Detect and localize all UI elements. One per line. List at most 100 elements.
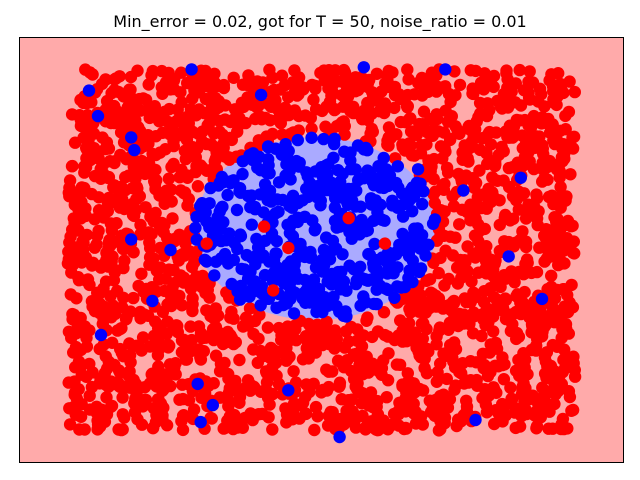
scatter-point-red: [550, 283, 564, 297]
scatter-point-red: [201, 283, 214, 297]
scatter-point-red: [163, 358, 177, 371]
scatter-point-red: [505, 85, 518, 98]
scatter-point-red: [80, 340, 94, 353]
scatter-point-blue: [249, 151, 262, 164]
scatter-point-red: [497, 269, 511, 282]
scatter-point-blue: [284, 255, 297, 268]
scatter-point-red: [396, 335, 409, 348]
scatter-point-red: [317, 64, 331, 77]
noise-point-red: [378, 237, 392, 250]
scatter-point-red: [558, 218, 571, 232]
scatter-point-red: [365, 122, 378, 136]
scatter-point-red: [88, 142, 101, 155]
scatter-point-red: [426, 299, 439, 313]
scatter-point-red: [110, 196, 124, 210]
scatter-point-red: [474, 201, 488, 215]
scatter-point-red: [275, 69, 289, 82]
scatter-point-red: [478, 285, 491, 298]
noise-point-blue: [457, 184, 470, 197]
scatter-point-blue: [231, 242, 244, 256]
scatter-point-red: [555, 331, 568, 345]
scatter-point-red: [366, 400, 379, 414]
scatter-point-red: [484, 338, 497, 351]
scatter-point-red: [120, 311, 133, 324]
scatter-point-red: [290, 334, 303, 347]
scatter-point-red: [229, 336, 242, 349]
scatter-point-red: [274, 116, 287, 130]
scatter-point-red: [299, 407, 312, 420]
scatter-point-red: [151, 348, 165, 362]
scatter-point-red: [449, 231, 462, 244]
scatter-point-red: [170, 115, 183, 128]
scatter-point-red: [386, 66, 399, 79]
scatter-point-red: [130, 193, 143, 206]
scatter-point-blue: [234, 229, 248, 243]
scatter-point-red: [261, 321, 275, 334]
scatter-point-red: [554, 201, 567, 214]
scatter-point-red: [453, 307, 466, 321]
scatter-point-red: [65, 331, 78, 345]
scatter-point-red: [266, 423, 279, 436]
scatter-point-red: [441, 166, 455, 179]
scatter-point-red: [97, 313, 110, 326]
scatter-point-red: [538, 351, 552, 364]
scatter-point-blue: [236, 167, 249, 181]
scatter-point-red: [546, 338, 559, 352]
scatter-point-red: [507, 120, 521, 133]
scatter-point-red: [344, 76, 357, 89]
scatter-point-red: [206, 81, 219, 95]
scatter-point-red: [106, 219, 119, 232]
scatter-point-red: [85, 187, 98, 201]
scatter-point-red: [131, 64, 144, 77]
scatter-point-blue: [288, 286, 301, 299]
scatter-point-red: [434, 389, 447, 403]
scatter-point-red: [91, 414, 104, 427]
scatter-point-blue: [236, 155, 249, 168]
noise-point-blue: [94, 328, 108, 342]
scatter-point-red: [410, 128, 423, 142]
scatter-point-red: [153, 146, 167, 159]
noise-point-red: [342, 211, 355, 225]
scatter-point-red: [135, 267, 148, 280]
scatter-point-red: [149, 375, 162, 388]
scatter-point-red: [280, 328, 293, 341]
noise-point-blue: [439, 63, 452, 76]
scatter-point-blue: [227, 253, 240, 267]
scatter-point-red: [194, 275, 207, 289]
scatter-point-red: [209, 103, 222, 116]
scatter-point-red: [92, 224, 105, 238]
scatter-point-red: [233, 390, 247, 404]
scatter-point-red: [244, 407, 257, 420]
scatter-point-red: [415, 334, 428, 347]
scatter-point-red: [270, 369, 283, 382]
scatter-point-red: [396, 378, 409, 391]
scatter-point-red: [316, 383, 330, 397]
scatter-point-red: [187, 403, 201, 416]
scatter-point-blue: [291, 211, 305, 224]
scatter-point-blue: [426, 217, 440, 230]
scatter-point-red: [253, 308, 266, 322]
scatter-point-red: [196, 161, 209, 174]
noise-point-blue: [333, 430, 346, 444]
scatter-point-red: [174, 184, 187, 197]
scatter-point-red: [263, 63, 276, 76]
scatter-point-blue: [286, 189, 300, 202]
scatter-point-blue: [372, 280, 385, 293]
scatter-point-red: [80, 370, 93, 383]
scatter-point-red: [518, 285, 531, 299]
scatter-point-red: [381, 138, 394, 151]
scatter-point-blue: [283, 226, 297, 240]
scatter-point-red: [538, 255, 551, 268]
scatter-point-blue: [341, 198, 355, 211]
noise-point-blue: [185, 63, 198, 76]
scatter-point-red: [137, 92, 150, 105]
scatter-point-red: [446, 351, 459, 364]
scatter-point-red: [489, 126, 503, 139]
scatter-point-red: [566, 403, 580, 417]
scatter-point-red: [539, 231, 552, 244]
scatter-point-red: [115, 180, 128, 193]
scatter-point-blue: [195, 197, 209, 210]
scatter-point-blue: [358, 273, 372, 286]
scatter-point-red: [467, 306, 480, 319]
